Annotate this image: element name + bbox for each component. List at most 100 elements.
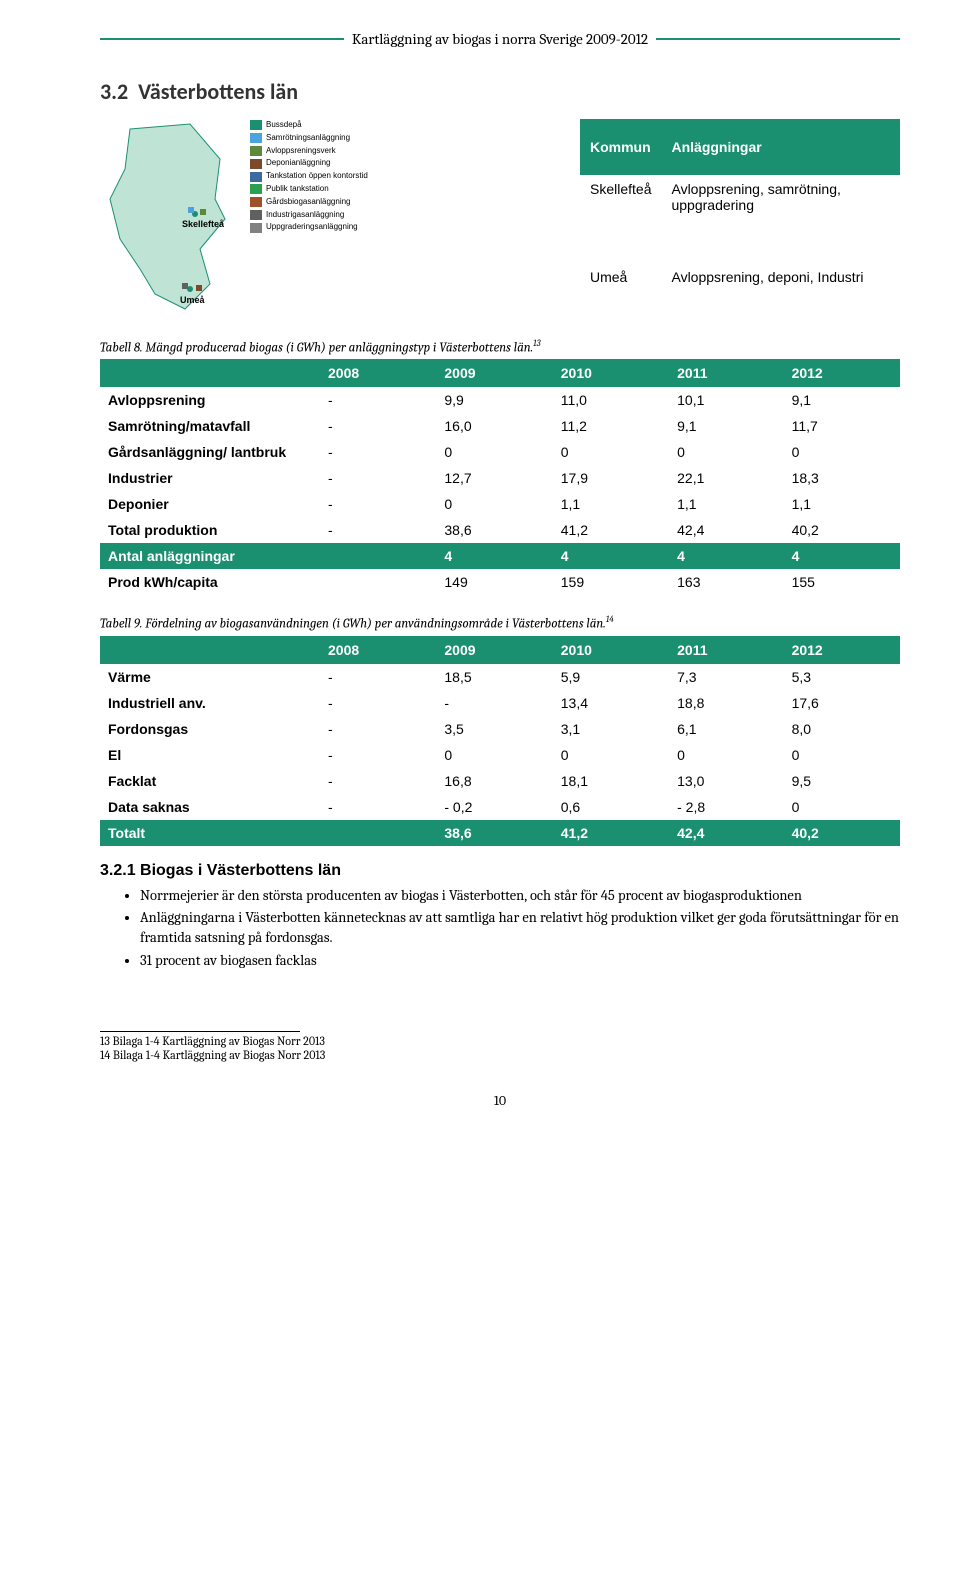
table-row: Gårdsanläggning/ lantbruk-0000 [100,439,900,465]
cell: 0 [669,439,783,465]
th-year: 2009 [436,636,552,664]
table9-caption: Tabell 9. Fördelning av biogasanvändning… [100,615,900,631]
cell: - [320,465,436,491]
row-label: Prod kWh/capita [100,569,320,595]
cell: 149 [436,569,552,595]
cell: - [320,690,436,716]
legend-row: Publik tankstation [250,183,390,196]
cell: - 2,8 [669,794,783,820]
header-rule-right [656,38,900,40]
cell: 41,2 [553,820,669,846]
legend-swatch [250,133,262,143]
cell: 13,4 [553,690,669,716]
th-year: 2010 [553,636,669,664]
cell: 9,1 [784,387,900,413]
cell: 11,0 [553,387,669,413]
list-item: 31 procent av biogasen facklas [140,951,900,971]
cell: 0 [669,742,783,768]
legend-label: Gårdsbiogasanläggning [266,196,351,209]
row-label: Facklat [100,768,320,794]
header-rule-left [100,38,344,40]
legend-swatch [250,184,262,194]
table-row: Skellefteå Avloppsrening, samrötning, up… [580,175,900,263]
legend-row: Deponianläggning [250,157,390,170]
cell: 11,7 [784,413,900,439]
subsection-heading: 3.2.1 Biogas i Västerbottens län [100,862,900,880]
cell: 1,1 [553,491,669,517]
cell: 16,8 [436,768,552,794]
anl-cell: Avloppsrening, samrötning, uppgradering [661,175,900,263]
table-row: Data saknas-- 0,20,6- 2,80 [100,794,900,820]
cell: - [320,413,436,439]
table-row: Total produktion-38,641,242,440,2 [100,517,900,543]
cell: 0 [784,439,900,465]
table-row: Totalt38,641,242,440,2 [100,820,900,846]
cell: - [320,716,436,742]
cell: 6,1 [669,716,783,742]
legend-label: Uppgraderingsanläggning [266,221,358,234]
cell: 3,1 [553,716,669,742]
caption-sup: 13 [533,339,541,349]
cell: 38,6 [436,517,552,543]
anl-cell: Avloppsrening, deponi, Industri [661,263,900,319]
cell: 163 [669,569,783,595]
legend-label: Deponianläggning [266,157,331,170]
cell: 16,0 [436,413,552,439]
cell: - [320,491,436,517]
table8: 20082009201020112012Avloppsrening-9,911,… [100,359,900,595]
map-label-umea: Umeå [180,295,206,305]
cell: - [320,664,436,690]
table-row: Deponier-01,11,11,1 [100,491,900,517]
th-year: 2011 [669,359,783,387]
header-title: Kartläggning av biogas i norra Sverige 2… [352,30,648,48]
footnotes: 13 Bilaga 1-4 Kartläggning av Biogas Nor… [100,1031,300,1062]
legend-row: Tankstation öppen kontorstid [250,170,390,183]
cell: 13,0 [669,768,783,794]
region-map: Skellefteå Umeå [100,119,240,319]
list-item: Anläggningarna i Västerbotten känneteckn… [140,908,900,949]
map-svg: Skellefteå Umeå [100,119,240,319]
row-label: Total produktion [100,517,320,543]
row-label: Industriell anv. [100,690,320,716]
th-year: 2011 [669,636,783,664]
cell: 17,6 [784,690,900,716]
cell: 4 [784,543,900,569]
legend-swatch [250,210,262,220]
map-label-skelleftea: Skellefteå [182,219,225,229]
cell [320,820,436,846]
cell: 0 [784,742,900,768]
table-row: Antal anläggningar4444 [100,543,900,569]
row-label: Totalt [100,820,320,846]
page-number: 10 [100,1092,900,1109]
cell: 18,1 [553,768,669,794]
cell: 40,2 [784,820,900,846]
table-row: Värme-18,55,97,35,3 [100,664,900,690]
row-label: Industrier [100,465,320,491]
page-header: Kartläggning av biogas i norra Sverige 2… [100,30,900,48]
cell: - 0,2 [436,794,552,820]
cell: 5,9 [553,664,669,690]
legend-label: Industrigasanläggning [266,209,344,222]
legend-swatch [250,172,262,182]
legend-label: Tankstation öppen kontorstid [266,170,368,183]
legend-swatch [250,146,262,156]
cell: 159 [553,569,669,595]
table-row: Facklat-16,818,113,09,5 [100,768,900,794]
cell: 4 [436,543,552,569]
cell: 1,1 [669,491,783,517]
cell: - [320,439,436,465]
table8-caption: Tabell 8. Mängd producerad biogas (i GWh… [100,339,900,355]
list-item: Norrmejerier är den största producenten … [140,886,900,906]
cell: 0 [553,742,669,768]
table-row: Industrier-12,717,922,118,3 [100,465,900,491]
table9: 20082009201020112012Värme-18,55,97,35,3I… [100,636,900,846]
row-label: Gårdsanläggning/ lantbruk [100,439,320,465]
section-title: Västerbottens län [138,78,298,105]
caption-prefix: Tabell 9. [100,617,145,632]
table-row: Avloppsrening-9,911,010,19,1 [100,387,900,413]
th-year: 2008 [320,359,436,387]
caption-sup: 14 [606,615,614,625]
cell [320,543,436,569]
kommun-cell: Umeå [580,263,661,319]
cell: 8,0 [784,716,900,742]
